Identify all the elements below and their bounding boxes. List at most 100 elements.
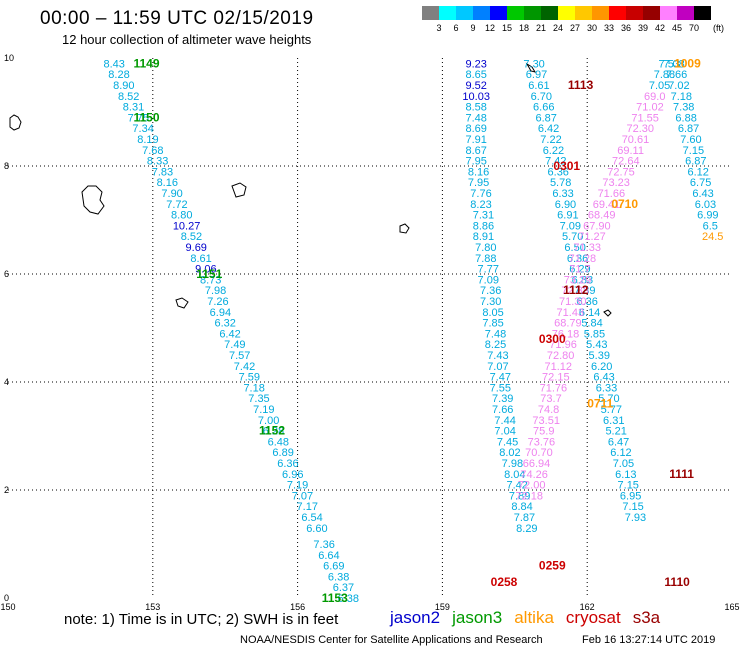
- y-tick-label: 4: [4, 377, 9, 387]
- altimeter-map: 150 153 156 159 162 16502468108.438.288.908.5…: [0, 53, 739, 610]
- colorbar-tick: 36: [621, 23, 631, 33]
- legend-item-jason3: jason3: [452, 608, 503, 627]
- swh-value-label: 5.84: [581, 318, 602, 330]
- swh-value-label: 8.19: [137, 134, 158, 146]
- swh-value-label: 10.27: [173, 220, 201, 232]
- swh-value-label: 6.94: [210, 307, 231, 319]
- swh-value-label: 6.03: [695, 199, 716, 211]
- swh-value-label: 72.00: [518, 480, 546, 492]
- swh-value-label: 7.05: [613, 458, 634, 470]
- swh-value-label: 8.31: [123, 102, 144, 114]
- swh-value-label: 5.70: [562, 231, 583, 243]
- swh-value-label: 71.96: [549, 339, 577, 351]
- pass-time-label: 1149: [133, 56, 159, 70]
- colorbar-tick: 33: [604, 23, 614, 33]
- swh-value-label: 6.22: [543, 145, 564, 157]
- swh-value-label: 73.51: [532, 415, 560, 427]
- colorbar-tick: 12: [485, 23, 495, 33]
- island-outline: [603, 309, 612, 317]
- colorbar-tick: 70: [689, 23, 699, 33]
- swh-value-label: 8.52: [181, 231, 202, 243]
- swh-value-label: 5.85: [584, 328, 605, 340]
- swh-value-label: 7.45: [497, 436, 518, 448]
- swh-value-label: 6.31: [603, 415, 624, 427]
- swh-value-label: 7.15: [618, 480, 639, 492]
- swh-value-label: 7.09: [560, 220, 581, 232]
- x-tick-label: 153: [145, 602, 160, 610]
- swh-value-label: 72.80: [547, 350, 575, 362]
- swh-value-label: 6.99: [697, 210, 718, 222]
- island-outline: [231, 182, 247, 198]
- swh-value-label: 68.49: [588, 210, 616, 222]
- x-tick-label: 162: [580, 602, 595, 610]
- swh-value-label: 8.02: [499, 447, 520, 459]
- swh-value-label: 7.76: [470, 188, 491, 200]
- swh-value-label: 7.17: [297, 501, 318, 513]
- swh-value-label: 66.94: [523, 458, 551, 470]
- swh-value-label: 6.54: [301, 512, 322, 524]
- swh-value-label: 7.22: [540, 134, 561, 146]
- swh-value-label: 8.05: [482, 307, 503, 319]
- x-tick-label: 165: [724, 602, 739, 610]
- colorbar-unit: (ft): [713, 23, 724, 33]
- swh-value-label: 7.26: [207, 296, 228, 308]
- pass-time-label: 1112: [563, 283, 589, 297]
- swh-value-label: 7.95: [465, 156, 486, 168]
- swh-value-label: 6.38: [328, 571, 349, 583]
- swh-value-label: 7.72: [166, 199, 187, 211]
- colorbar-swatch: [626, 6, 643, 20]
- swh-value-label: 76.18: [552, 328, 580, 340]
- colorbar-swatch: [694, 6, 711, 20]
- swh-value-label: 7.53: [659, 58, 680, 70]
- pass-time-label: 1151: [196, 267, 222, 281]
- swh-value-label: 7.90: [161, 188, 182, 200]
- y-tick-label: 6: [4, 269, 9, 279]
- swh-value-label: 5.21: [605, 426, 626, 438]
- colorbar-swatch: [592, 6, 609, 20]
- map-title: 00:00 – 11:59 UTC 02/15/2019: [40, 8, 314, 29]
- swh-value-label: 8.33: [147, 156, 168, 168]
- issued-timestamp: Feb 16 13:27:14 UTC 2019: [582, 634, 716, 646]
- island-outline: [81, 185, 105, 215]
- swh-value-label: 69.0: [644, 91, 665, 103]
- colorbar-tick: 21: [536, 23, 546, 33]
- swh-value-label: 75.9: [533, 426, 554, 438]
- pass-time-label: 1009: [674, 56, 701, 70]
- swh-value-label: 7.02: [668, 80, 689, 92]
- swh-value-label: 7.93: [625, 512, 646, 524]
- colorbar-swatch: [677, 6, 694, 20]
- swh-value-label: 6.12: [688, 166, 709, 178]
- swh-value-label: 7.66: [666, 69, 687, 81]
- colorbar-tick: 6: [453, 23, 458, 33]
- swh-value-label: 6.64: [318, 550, 339, 562]
- swh-value-label: 6.87: [685, 156, 706, 168]
- swh-value-label: 6.75: [690, 177, 711, 189]
- swh-value-label: 8.25: [485, 339, 506, 351]
- swh-value-label: 6.12: [610, 447, 631, 459]
- swh-value-label: 6.66: [533, 102, 554, 114]
- swh-value-label: 71.27: [578, 231, 606, 243]
- swh-value-label: 5.43: [586, 339, 607, 351]
- swh-value-label: 6.33: [552, 188, 573, 200]
- swh-value-label: 6.42: [219, 328, 240, 340]
- swh-value-label: 8.84: [511, 501, 532, 513]
- swh-value-label: 6.14: [579, 307, 600, 319]
- swh-value-label: 7.42: [507, 480, 528, 492]
- swh-value-label: 71.66: [598, 188, 626, 200]
- swh-value-label: 8.73: [200, 274, 221, 286]
- pass-time-label: 1113: [568, 78, 594, 92]
- y-tick-label: 10: [4, 53, 14, 63]
- swh-value-label: 8.65: [465, 69, 486, 81]
- colorbar-tick: 39: [638, 23, 648, 33]
- swh-value-label: 6.36: [576, 296, 597, 308]
- swh-value-label: 7.30: [480, 296, 501, 308]
- swh-value-label: 7.34: [132, 123, 153, 135]
- swh-value-label: 6.36: [548, 166, 569, 178]
- swh-value-label: 7.98: [502, 458, 523, 470]
- swh-value-label: 7.48: [465, 112, 486, 124]
- pass-time-label: 0710: [611, 197, 638, 211]
- y-tick-label: 0: [4, 593, 9, 603]
- swh-value-label: 7.48: [485, 328, 506, 340]
- swh-value-label: 5.70: [598, 393, 619, 405]
- y-tick-label: 8: [4, 161, 9, 171]
